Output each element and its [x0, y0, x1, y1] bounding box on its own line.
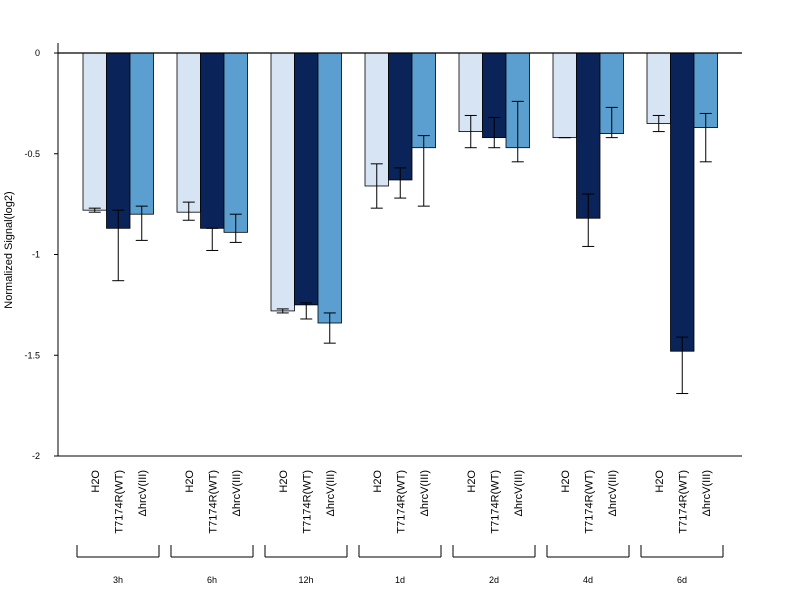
- bar-label: H2O: [466, 470, 478, 493]
- axes: 0 -0.5 -1 -1.5 -2: [24, 43, 742, 461]
- bar-label: ΔhrcV(III): [325, 470, 337, 516]
- y-tick-label: -1.5: [24, 350, 40, 360]
- bar-label: ΔhrcV(III): [137, 470, 149, 516]
- bar-label: T7174R(WT): [207, 470, 219, 534]
- bar: [106, 52, 131, 229]
- bar-label: H2O: [560, 470, 572, 493]
- bar: [129, 52, 154, 215]
- group-label: 1d: [395, 575, 405, 585]
- y-tick-label: -2: [32, 451, 40, 461]
- bar-label: H2O: [372, 470, 384, 493]
- bars: [82, 52, 718, 352]
- error-bars: [58, 52, 742, 395]
- bar: [200, 52, 225, 229]
- group-label: 6d: [677, 575, 687, 585]
- bar: [388, 52, 413, 181]
- bar-label: T7174R(WT): [395, 470, 407, 534]
- bar-label: ΔhrcV(III): [231, 470, 243, 516]
- bar-label: ΔhrcV(III): [701, 470, 713, 516]
- group-label: 3h: [113, 575, 123, 585]
- bar: [646, 52, 671, 124]
- bar-label: T7174R(WT): [301, 470, 313, 534]
- bar-label: H2O: [654, 470, 666, 493]
- group-label: 6h: [207, 575, 217, 585]
- group-label: 2d: [489, 575, 499, 585]
- bar: [294, 52, 319, 306]
- x-axis-labels: H2O T7174R(WT) ΔhrcV(III) 3h H2O T7174R(WT) Δh…: [76, 470, 724, 585]
- bar: [176, 52, 201, 213]
- bar-label: ΔhrcV(III): [607, 470, 619, 516]
- bar: [576, 52, 601, 219]
- group-label: 12h: [298, 575, 313, 585]
- bar-label: H2O: [278, 470, 290, 493]
- y-tick-label: 0: [35, 48, 40, 58]
- bar: [270, 52, 295, 312]
- y-tick-label: -1: [32, 250, 40, 260]
- bar: [552, 52, 577, 139]
- bar-label: T7174R(WT): [489, 470, 501, 534]
- bar-label: H2O: [184, 470, 196, 493]
- bar: [82, 52, 107, 211]
- y-axis-label: Normalized Signal(log2): [3, 191, 15, 308]
- bar: [317, 52, 342, 324]
- bar-label: H2O: [90, 470, 102, 493]
- group-label: 4d: [583, 575, 593, 585]
- bar-label: T7174R(WT): [113, 470, 125, 534]
- bar-label: T7174R(WT): [583, 470, 595, 534]
- bar-label: ΔhrcV(III): [419, 470, 431, 516]
- y-tick-label: -0.5: [24, 149, 40, 159]
- bar-label: ΔhrcV(III): [513, 470, 525, 516]
- bar: [223, 52, 248, 233]
- bar-label: T7174R(WT): [677, 470, 689, 534]
- bar: [411, 52, 436, 149]
- bar: [670, 52, 695, 352]
